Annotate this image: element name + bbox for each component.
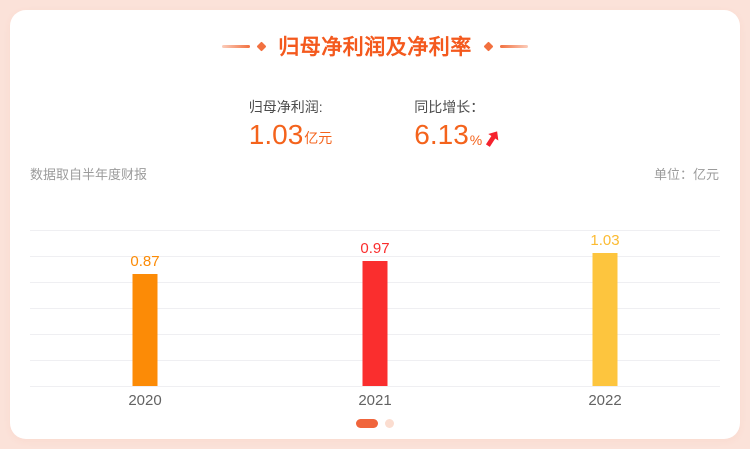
diamond-icon [256,41,267,51]
stat-value-row: 6.13 % [414,121,501,149]
chart-plot: 0.87 2020 0.97 2021 1.03 2022 [30,230,720,410]
stat-label: 归母净利润: [248,99,323,115]
unit-note: 单位：亿元 [653,167,719,182]
chart-card: 归母净利润及净利率 归母净利润: 1.03 亿元 同比增长： 6.13 % [10,10,740,439]
x-axis-label: 2022 [588,392,622,409]
bar-column: 0.97 2021 [260,230,490,410]
gridline [30,256,720,257]
pagination-dot[interactable] [385,419,394,428]
bar-value-label: 0.97 [360,240,390,257]
title-decoration-right [483,41,528,51]
bar [132,274,158,386]
bar-value-label: 0.87 [130,253,160,270]
stats-row: 归母净利润: 1.03 亿元 同比增长： 6.13 % [10,97,740,149]
stat-value: 1.03 [248,119,304,150]
decoration-line-icon [222,44,251,48]
bar [362,261,388,386]
pagination-dot-active[interactable] [356,419,378,428]
stat-label: 同比增长： [414,99,485,115]
title-decoration-left [222,41,267,51]
stat-yoy-growth: 同比增长： 6.13 % [414,97,501,149]
page-title: 归母净利润及净利率 [278,36,472,59]
meta-row: 数据取自半年度财报 单位：亿元 [30,164,719,183]
stat-value-row: 1.03 亿元 [249,121,333,149]
card-header: 归母净利润及净利率 [10,33,740,59]
gridline [30,386,720,387]
pagination-dots [10,419,740,428]
x-axis-label: 2021 [358,392,392,409]
stat-unit: 亿元 [304,130,333,146]
bar-column: 1.03 2022 [490,230,720,410]
up-arrow-icon [484,129,501,148]
bar-value-label: 1.03 [590,232,620,249]
decoration-line-icon [499,44,528,48]
diamond-icon [483,41,494,51]
gridline [30,230,720,231]
stat-net-profit: 归母净利润: 1.03 亿元 [249,97,333,149]
stat-value: 6.13 [414,119,469,150]
source-note: 数据取自半年度财报 [30,167,148,182]
x-axis-label: 2020 [128,392,162,409]
bar-column: 0.87 2020 [30,230,260,410]
bar [592,253,618,386]
stat-unit: % [469,132,483,148]
